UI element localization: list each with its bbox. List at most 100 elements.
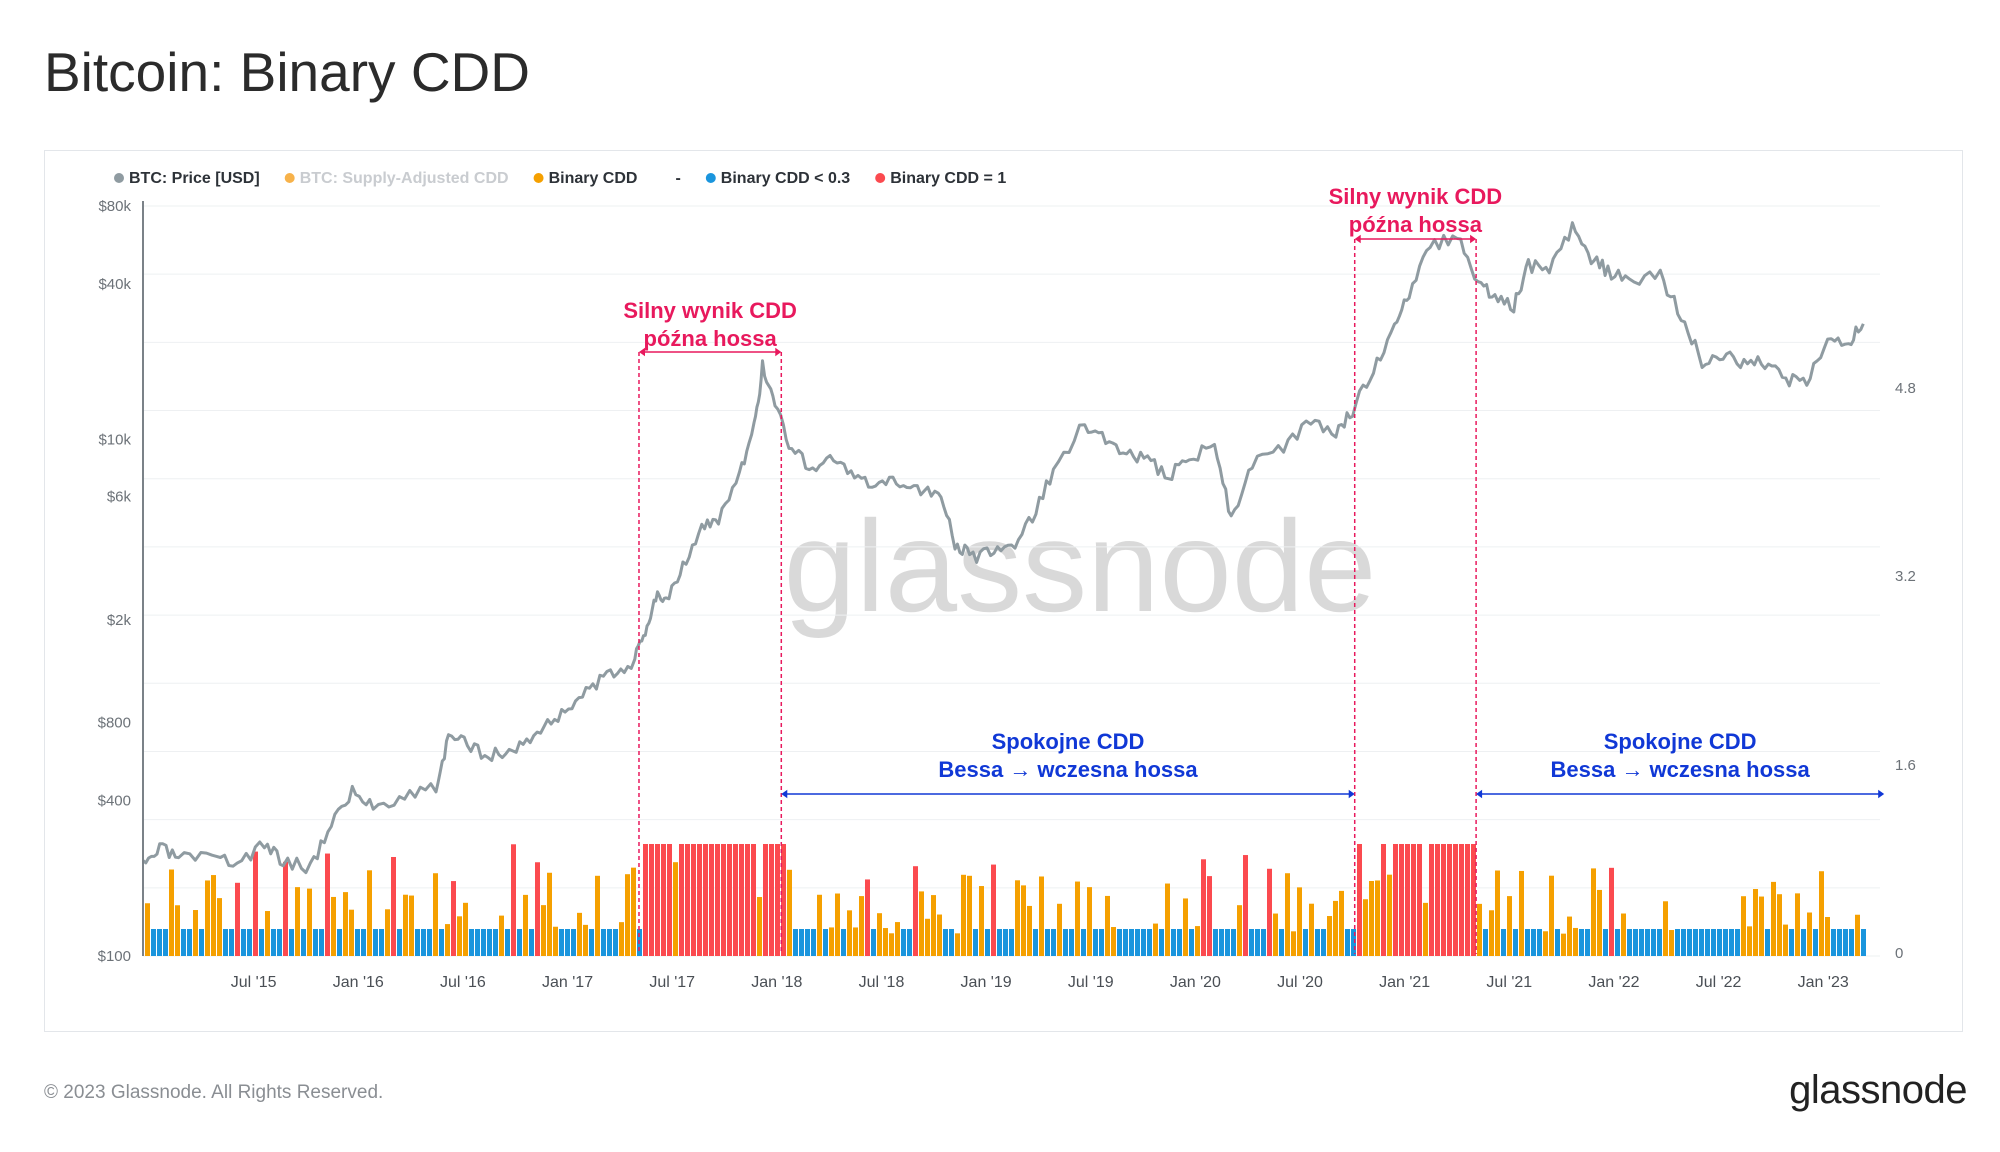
binary-cdd-bar <box>805 929 810 956</box>
legend-label: BTC: Price [USD] <box>129 170 260 187</box>
binary-cdd-bar <box>721 844 726 956</box>
binary-cdd-bar <box>1837 929 1842 956</box>
binary-cdd-bar <box>1183 898 1188 956</box>
binary-cdd-bar <box>1063 929 1068 956</box>
binary-cdd-bar <box>649 844 654 956</box>
binary-cdd-bar <box>859 896 864 956</box>
annotations: Silny wynik CDD późna hossa Silny wynik CD… <box>623 184 1885 954</box>
binary-cdd-bar <box>145 903 150 956</box>
binary-cdd-bar <box>1693 929 1698 956</box>
y-left-tick-label: $100 <box>98 948 131 965</box>
binary-cdd-bar <box>757 897 762 956</box>
binary-cdd-bar <box>595 875 600 956</box>
legend[interactable]: BTC: Price [USD] BTC: Supply-Adjusted CDD… <box>114 170 1006 187</box>
binary-cdd-bar <box>625 874 630 956</box>
legend-item[interactable]: BTC: Price [USD] <box>114 170 260 187</box>
binary-cdd-bar <box>1489 910 1494 956</box>
binary-cdd-bar <box>1357 844 1362 956</box>
binary-cdd-bar <box>1585 929 1590 956</box>
binary-cdd-bar <box>1135 929 1140 956</box>
binary-cdd-bar <box>1381 844 1386 956</box>
binary-cdd-bar <box>193 910 198 956</box>
annotation-arrow-head <box>1476 789 1483 799</box>
binary-cdd-bar <box>241 929 246 956</box>
binary-cdd-bar <box>481 929 486 956</box>
binary-cdd-bar <box>1483 929 1488 956</box>
legend-dot <box>114 173 124 183</box>
legend-label: BTC: Supply-Adjusted CDD <box>300 170 509 187</box>
binary-cdd-bar <box>907 929 912 956</box>
binary-cdd-bar <box>715 844 720 956</box>
binary-cdd-bar <box>565 929 570 956</box>
page-title: Bitcoin: Binary CDD <box>44 41 530 103</box>
binary-cdd-bar <box>1447 844 1452 956</box>
legend-item[interactable]: BTC: Supply-Adjusted CDD <box>284 170 509 187</box>
legend-item[interactable]: Binary CDD = 1 <box>875 170 1006 187</box>
binary-cdd-bar <box>1555 929 1560 956</box>
binary-cdd-bar <box>313 929 318 956</box>
binary-cdd-bar <box>343 892 348 956</box>
binary-cdd-bar <box>619 922 624 956</box>
binary-cdd-bar <box>301 929 306 956</box>
binary-cdd-bar <box>1627 929 1632 956</box>
legend-label: Binary CDD <box>549 170 638 187</box>
binary-cdd-bar <box>799 929 804 956</box>
binary-cdd-bar <box>1777 894 1782 956</box>
x-tick-label: Jan '21 <box>1379 974 1430 991</box>
legend-item[interactable]: - <box>675 170 680 187</box>
x-tick-label: Jan '17 <box>542 974 593 991</box>
binary-cdd-bar <box>319 929 324 956</box>
binary-cdd-bar <box>1417 844 1422 956</box>
binary-cdd-bar <box>1363 899 1368 956</box>
binary-cdd-bar <box>1573 927 1578 956</box>
annotation-label: Spokojne CDD <box>1604 729 1757 754</box>
binary-cdd-bar <box>499 915 504 956</box>
x-tick-label: Jul '21 <box>1486 974 1532 991</box>
binary-cdd-bar <box>733 844 738 956</box>
binary-cdd-bar <box>901 929 906 956</box>
annotation-arrow-head <box>775 347 782 357</box>
binary-cdd-bar <box>895 922 900 956</box>
binary-cdd-bar <box>1273 913 1278 956</box>
binary-cdd-bar <box>259 929 264 956</box>
binary-cdd-bar <box>1027 905 1032 956</box>
binary-cdd-bar <box>1249 929 1254 956</box>
binary-cdd-bar <box>1831 929 1836 956</box>
binary-cdd-bar <box>1819 871 1824 956</box>
binary-cdd-bar <box>1339 890 1344 956</box>
x-tick-label: Jan '18 <box>751 974 802 991</box>
binary-cdd-bar <box>1015 880 1020 956</box>
binary-cdd-bar <box>1621 913 1626 956</box>
binary-cdd-bar <box>1147 929 1152 956</box>
binary-cdd-bar <box>451 881 456 956</box>
binary-cdd-bar <box>1237 905 1242 956</box>
binary-cdd-bar <box>1399 844 1404 956</box>
binary-cdd-bar <box>817 894 822 956</box>
binary-cdd-bar <box>493 929 498 956</box>
binary-cdd-bar <box>1099 929 1104 956</box>
binary-cdd-bar <box>1645 929 1650 956</box>
binary-cdd-bar <box>211 875 216 956</box>
y-left-tick-label: $2k <box>107 612 132 629</box>
binary-cdd-bar <box>217 898 222 956</box>
binary-cdd-bar <box>1327 916 1332 956</box>
binary-cdd-bar <box>1699 929 1704 956</box>
binary-cdd-bar <box>937 914 942 956</box>
binary-cdd-bar <box>253 851 258 956</box>
legend-dot <box>284 173 295 183</box>
annotation-arrow-head <box>1878 789 1885 799</box>
binary-cdd-bar <box>1387 874 1392 956</box>
binary-cdd-bar <box>295 887 300 956</box>
binary-cdd-bar <box>1633 929 1638 956</box>
binary-cdd-bar <box>325 853 330 956</box>
footer-logo[interactable]: glassnode <box>1789 1068 1967 1112</box>
legend-item[interactable]: Binary CDD < 0.3 <box>705 170 850 187</box>
binary-cdd-bar <box>181 929 186 956</box>
binary-cdd-bar <box>271 929 276 956</box>
binary-cdd-bar <box>529 929 534 956</box>
binary-cdd-bar <box>1309 903 1314 956</box>
legend-item[interactable]: Binary CDD <box>533 170 638 187</box>
binary-cdd-bar <box>199 929 204 956</box>
binary-cdd-bar <box>229 929 234 956</box>
binary-cdd-bar <box>1321 929 1326 956</box>
